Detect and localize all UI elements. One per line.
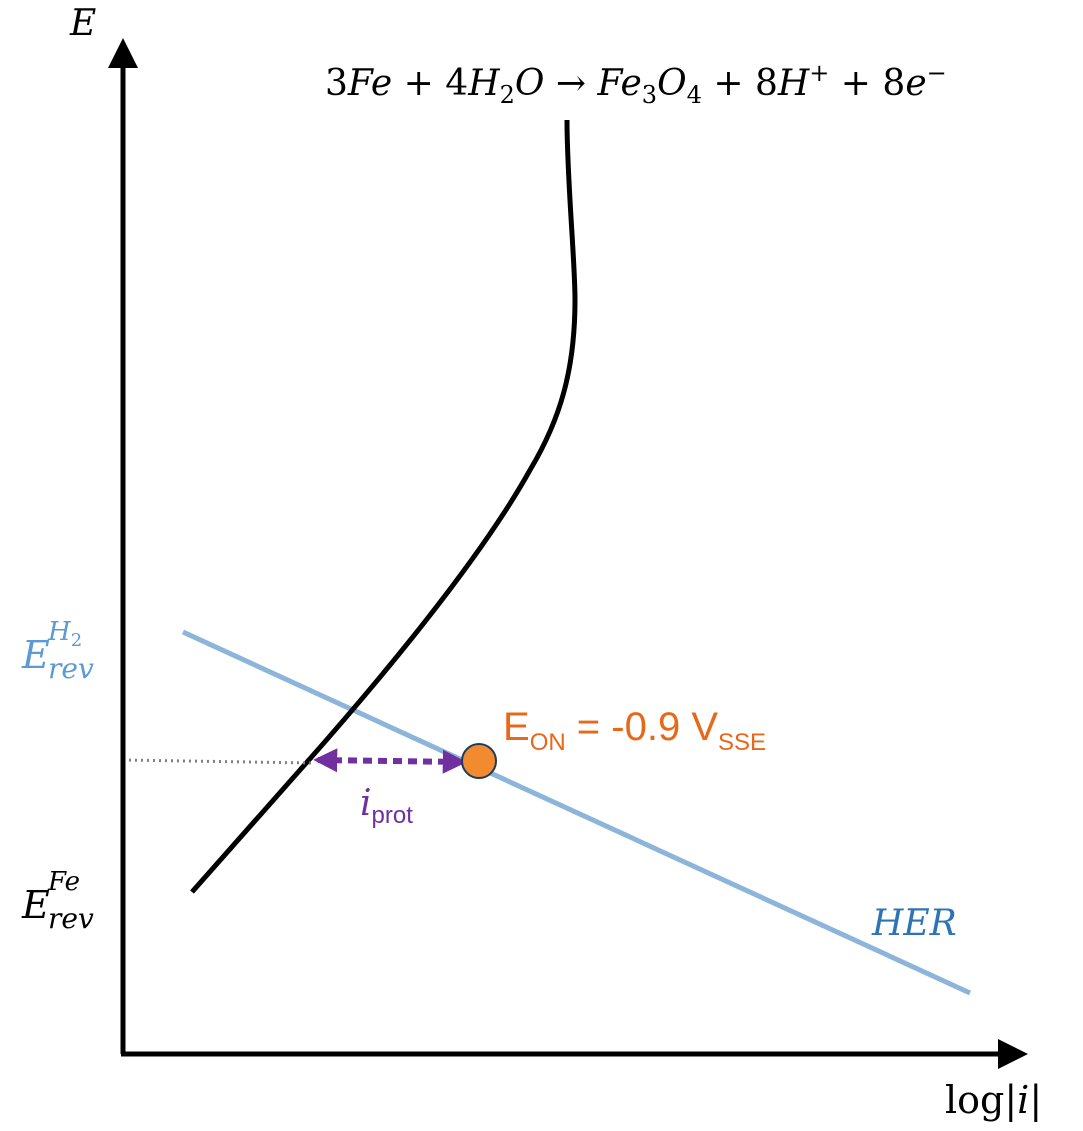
iprot-arrow <box>313 748 467 774</box>
svg-text:rev: rev <box>48 902 94 935</box>
fe-oxidation-curve <box>190 119 578 894</box>
x-axis-label-func: log <box>945 1078 1004 1122</box>
svg-text:E: E <box>21 883 50 927</box>
erev-h2-label: E H2 rev <box>21 617 94 685</box>
svg-text:rev: rev <box>48 652 94 685</box>
x-axis-label-var: i <box>1017 1078 1029 1122</box>
x-axis-label: log|i| <box>945 1078 1042 1122</box>
erev-fe-label: E Fe rev <box>21 867 94 935</box>
her-line <box>181 629 972 996</box>
svg-text:Fe: Fe <box>47 867 80 897</box>
potential-guide-line <box>122 758 313 765</box>
reaction-equation: 3Fe + 4H2O → Fe3O4 + 8H+ + 8e− <box>325 59 947 109</box>
her-label: HER <box>871 903 957 944</box>
iprot-label: iprot <box>360 783 413 829</box>
eon-label: EON = -0.9 VSSE <box>503 705 766 756</box>
eon-marker <box>461 743 497 779</box>
y-axis-label: E <box>69 3 96 44</box>
svg-text:E: E <box>21 633 50 677</box>
svg-text:H2: H2 <box>47 617 82 651</box>
